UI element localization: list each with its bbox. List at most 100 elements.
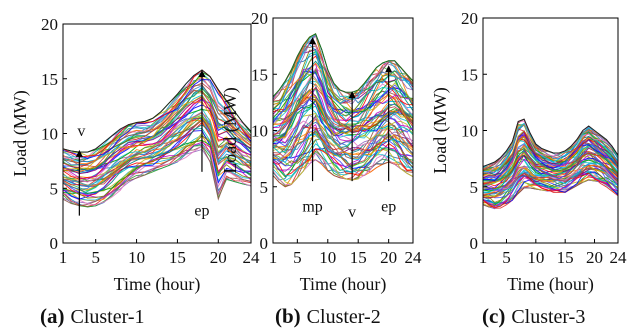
x-tick-label: 24 <box>243 248 261 267</box>
annotation-arrowhead <box>385 65 393 73</box>
series-line <box>483 172 618 209</box>
y-tick-label: 20 <box>251 9 268 28</box>
x-tick-label: 10 <box>527 248 544 267</box>
panel-caption-text: Cluster-3 <box>511 306 585 328</box>
annotation-label-v: v <box>348 204 356 221</box>
x-tick-label: 15 <box>557 248 574 267</box>
y-tick-label: 20 <box>41 15 58 34</box>
series-line <box>63 119 251 191</box>
series-line <box>273 139 413 182</box>
annotation-arrowhead <box>348 91 356 99</box>
series-line <box>63 92 251 171</box>
x-tick-label: 1 <box>59 248 68 267</box>
x-tick-label: 5 <box>502 248 511 267</box>
series-line <box>483 118 618 167</box>
series-line <box>273 128 413 169</box>
series-line <box>63 145 251 207</box>
series-line <box>63 96 251 175</box>
series-line <box>273 124 413 172</box>
series-line <box>63 87 251 171</box>
y-tick-label: 0 <box>50 234 59 253</box>
series-group <box>483 118 618 210</box>
y-tick-label: 10 <box>41 125 58 144</box>
panel-caption-label: (a) <box>40 304 65 328</box>
x-axis-label: Time (hour) <box>114 274 201 295</box>
series-line <box>273 49 413 117</box>
panel-caption: (c) Cluster-3 <box>482 304 585 328</box>
x-tick-label: 5 <box>91 248 100 267</box>
series-line <box>273 128 413 166</box>
series-line <box>273 148 413 185</box>
series-line <box>483 163 618 196</box>
series-line <box>483 131 618 179</box>
series-line <box>273 114 413 161</box>
x-tick-label: 24 <box>610 248 628 267</box>
x-tick-label: 20 <box>586 248 603 267</box>
series-line <box>63 99 251 180</box>
x-tick-label: 10 <box>128 248 145 267</box>
panel-caption-text: Cluster-2 <box>307 306 381 328</box>
series-line <box>63 76 251 164</box>
series-line <box>273 99 413 154</box>
series-line <box>483 171 618 205</box>
series-line <box>63 141 251 198</box>
series-group <box>63 69 251 208</box>
y-tick-label: 0 <box>260 234 269 253</box>
y-tick-label: 15 <box>41 70 58 89</box>
y-tick-label: 5 <box>260 178 269 197</box>
y-axis-label: Load (MW) <box>430 87 451 173</box>
series-line <box>273 33 413 101</box>
series-line <box>273 34 413 105</box>
series-line <box>273 105 413 153</box>
series-line <box>483 173 618 207</box>
series-line <box>273 86 413 144</box>
series-group <box>273 33 413 188</box>
annotation-arrowhead <box>198 69 206 77</box>
series-line <box>63 107 251 186</box>
series-line <box>273 142 413 177</box>
x-tick-label: 24 <box>405 248 423 267</box>
panel-caption: (a) Cluster-1 <box>40 304 145 328</box>
series-line <box>63 124 251 194</box>
x-tick-label: 5 <box>293 248 302 267</box>
y-tick-label: 20 <box>461 9 478 28</box>
series-line <box>273 68 413 131</box>
x-tick-label: 1 <box>269 248 278 267</box>
y-tick-label: 0 <box>470 234 479 253</box>
series-line <box>483 150 618 191</box>
panel-caption-label: (b) <box>275 304 301 328</box>
y-tick-label: 10 <box>251 122 268 141</box>
series-line <box>63 69 251 158</box>
x-tick-label: 15 <box>169 248 186 267</box>
x-tick-label: 10 <box>319 248 336 267</box>
series-line <box>273 86 413 147</box>
y-tick-label: 15 <box>461 65 478 84</box>
x-tick-label: 1 <box>479 248 488 267</box>
x-tick-label: 15 <box>350 248 367 267</box>
series-line <box>63 148 251 204</box>
y-tick-label: 5 <box>470 178 479 197</box>
annotation-arrowhead <box>75 149 83 157</box>
y-tick-label: 10 <box>461 122 478 141</box>
series-line <box>63 145 251 206</box>
series-line <box>63 116 251 187</box>
series-line <box>63 134 251 199</box>
y-axis-label: Load (MW) <box>220 87 241 173</box>
series-line <box>273 114 413 160</box>
series-line <box>273 67 413 123</box>
panel-caption-label: (c) <box>482 304 505 328</box>
series-line <box>63 121 251 197</box>
series-line <box>63 116 251 181</box>
annotation-label-ep: ep <box>381 199 396 216</box>
series-line <box>273 134 413 161</box>
series-line <box>63 95 251 170</box>
y-axis-label: Load (MW) <box>10 90 31 176</box>
series-line <box>273 83 413 131</box>
annotation-arrowhead <box>309 37 317 45</box>
annotation-label-ep: ep <box>194 203 209 220</box>
series-line <box>63 69 251 153</box>
panel-caption: (b) Cluster-2 <box>275 304 381 328</box>
